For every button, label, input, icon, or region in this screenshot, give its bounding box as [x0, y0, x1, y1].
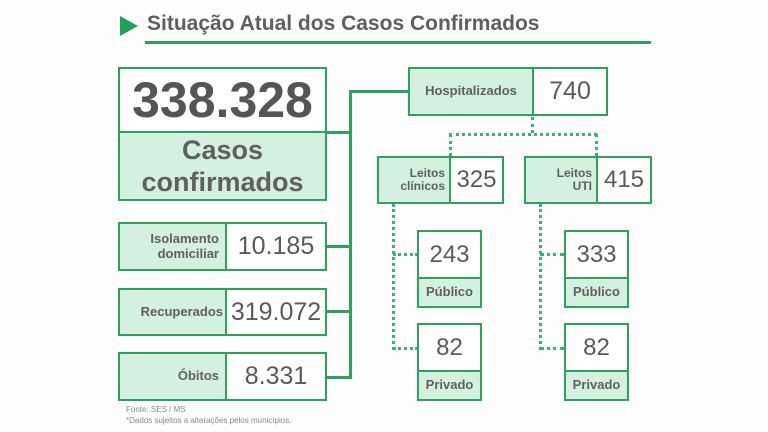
- hospitalized-value: 740: [549, 77, 591, 105]
- clinical-beds-label: Leitos clínicos: [379, 158, 451, 202]
- dotted-clinical-private: [393, 347, 418, 350]
- source-note: Fonte: SES / MS: [126, 405, 186, 414]
- icu-beds-value: 415: [603, 166, 645, 193]
- total-cases-box: 338.328 Casos confirmados: [118, 67, 327, 201]
- recovered-value: 319.072: [230, 297, 322, 326]
- total-cases-value: 338.328: [120, 69, 325, 133]
- total-label-line1: Casos: [181, 134, 264, 165]
- dotted-to-clinical: [449, 134, 452, 156]
- clinical-public-label: Público: [419, 279, 480, 306]
- dotted-clinical-public: [393, 253, 418, 256]
- total-cases-label: Casos confirmados: [120, 133, 325, 199]
- clinical-beds-box: Leitos clínicos 325: [377, 156, 504, 204]
- icu-public-value: 333: [566, 232, 627, 279]
- title-underline: [145, 41, 651, 44]
- clinical-public-value: 243: [419, 232, 480, 279]
- disclaimer-note: *Dados sujeitos a alterações pelos munic…: [126, 416, 292, 425]
- recovered-box: Recuperados 319.072: [118, 288, 327, 336]
- title-arrow-icon: [120, 16, 138, 36]
- clinical-private-box: 82 Privado: [417, 323, 482, 401]
- isolation-value: 10.185: [237, 232, 315, 260]
- dotted-split: [449, 133, 597, 136]
- dotted-icu-trunk: [539, 204, 542, 350]
- hospitalized-box: Hospitalizados 740: [408, 67, 608, 116]
- connector-to-deaths: [326, 376, 351, 379]
- page-title: Situação Atual dos Casos Confirmados: [147, 12, 540, 35]
- icu-public-label: Público: [566, 279, 627, 306]
- connector-trunk: [349, 90, 352, 379]
- connector-to-recovered: [326, 310, 351, 313]
- recovered-label: Recuperados: [120, 290, 227, 334]
- dotted-clinical-trunk: [392, 204, 395, 350]
- clinical-label-line1: Leitos: [409, 165, 445, 180]
- clinical-private-label: Privado: [419, 372, 480, 399]
- dotted-from-hospitalized: [531, 117, 534, 133]
- deaths-label: Óbitos: [120, 354, 227, 399]
- isolation-label: Isolamento domiciliar: [120, 224, 227, 269]
- connector-to-isolation: [326, 245, 351, 248]
- connector-to-total: [326, 131, 351, 134]
- icu-private-value: 82: [566, 325, 627, 372]
- icu-public-box: 333 Público: [564, 230, 629, 308]
- icu-private-box: 82 Privado: [564, 323, 629, 401]
- isolation-box: Isolamento domiciliar 10.185: [118, 222, 327, 271]
- isolation-label-line2: domiciliar: [157, 245, 219, 261]
- clinical-beds-value: 325: [456, 166, 497, 193]
- icu-beds-box: Leitos UTI 415: [524, 156, 652, 204]
- icu-beds-label: Leitos UTI: [526, 158, 598, 202]
- dotted-icu-public: [540, 253, 564, 256]
- total-label-line2: confirmados: [141, 167, 304, 197]
- deaths-value: 8.331: [244, 362, 308, 390]
- isolation-label-line1: Isolamento: [150, 231, 219, 247]
- icu-private-label: Privado: [566, 372, 627, 399]
- dotted-to-icu: [595, 134, 598, 156]
- icu-label-line2: UTI: [572, 179, 592, 193]
- deaths-box: Óbitos 8.331: [118, 352, 327, 401]
- clinical-label-line2: clínicos: [400, 179, 445, 193]
- clinical-public-box: 243 Público: [417, 230, 482, 308]
- connector-to-hospitalized: [349, 90, 409, 93]
- clinical-private-value: 82: [419, 325, 480, 372]
- hospitalized-label: Hospitalizados: [410, 69, 534, 114]
- icu-label-line1: Leitos: [556, 165, 592, 180]
- dotted-icu-private: [540, 347, 564, 350]
